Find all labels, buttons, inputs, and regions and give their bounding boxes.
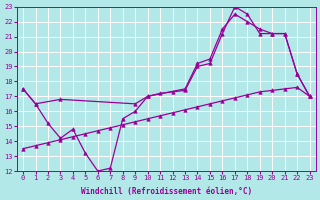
X-axis label: Windchill (Refroidissement éolien,°C): Windchill (Refroidissement éolien,°C) — [81, 187, 252, 196]
